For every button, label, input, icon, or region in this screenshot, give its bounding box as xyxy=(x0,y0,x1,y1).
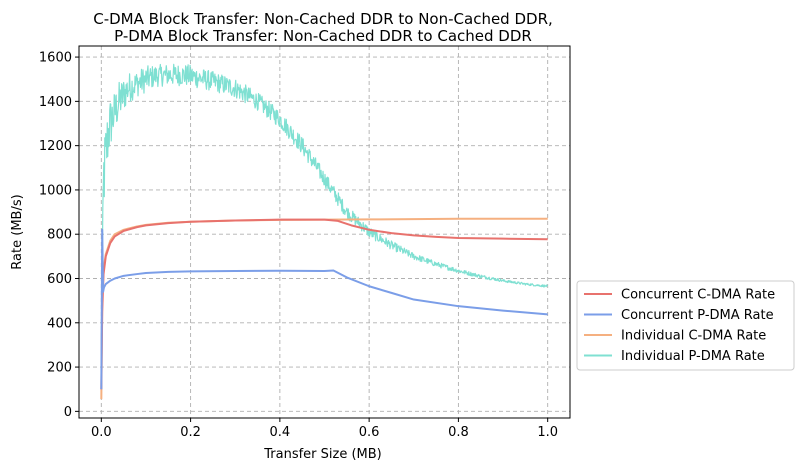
legend: Concurrent C-DMA Rate Concurrent P-DMA Ra… xyxy=(576,280,795,371)
y-tick-label: 0 xyxy=(64,405,72,420)
chart-title-line-1: C-DMA Block Transfer: Non-Cached DDR to … xyxy=(93,10,553,28)
x-tick-label: 1.0 xyxy=(537,425,558,440)
legend-label: Concurrent P-DMA Rate xyxy=(621,308,774,323)
x-tick-label: 0.4 xyxy=(270,425,291,440)
legend-label: Individual C-DMA Rate xyxy=(621,329,766,344)
y-axis-label: Rate (MB/s) xyxy=(10,194,25,269)
x-tick-label: 0.6 xyxy=(359,425,380,440)
legend-label: Individual P-DMA Rate xyxy=(621,349,765,364)
series-line-0 xyxy=(100,218,548,390)
series-line-3 xyxy=(100,63,549,345)
grid xyxy=(79,46,570,418)
y-tick-label: 200 xyxy=(47,361,72,376)
y-tick-label: 1000 xyxy=(39,183,72,198)
legend-label: Concurrent C-DMA Rate xyxy=(621,288,775,303)
x-axis-ticks: 0.0 0.2 0.4 0.6 0.8 1.0 xyxy=(91,418,558,440)
x-axis-label: Transfer Size (MB) xyxy=(263,447,382,462)
y-tick-label: 1400 xyxy=(39,95,72,110)
x-tick-label: 0.8 xyxy=(448,425,469,440)
plot-frame xyxy=(78,45,571,419)
legend-box xyxy=(576,280,795,371)
y-axis-ticks: 0 200 400 600 800 1000 1200 1400 1600 xyxy=(39,51,79,420)
y-tick-label: 600 xyxy=(47,272,72,287)
y-tick-label: 400 xyxy=(47,316,72,331)
x-tick-label: 0.0 xyxy=(91,425,112,440)
y-tick-label: 800 xyxy=(47,228,72,243)
series-lines xyxy=(100,63,549,400)
y-tick-label: 1600 xyxy=(39,51,72,66)
y-tick-label: 1200 xyxy=(39,139,72,154)
chart-title-line-2: P-DMA Block Transfer: Non-Cached DDR to … xyxy=(114,27,532,45)
chart-title: C-DMA Block Transfer: Non-Cached DDR to … xyxy=(93,10,553,45)
series-line-1 xyxy=(100,228,548,390)
x-tick-label: 0.2 xyxy=(180,425,201,440)
